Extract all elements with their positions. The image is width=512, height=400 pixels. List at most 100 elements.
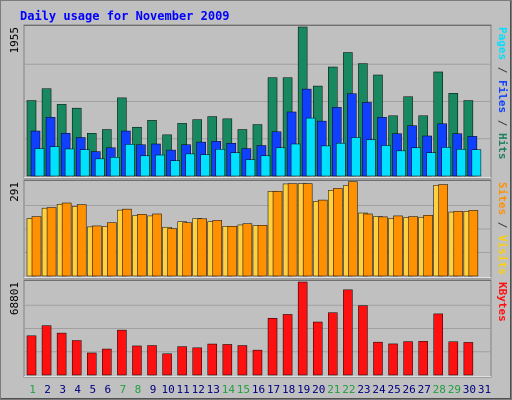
bar-pages (125, 144, 135, 177)
bar-sites (242, 223, 253, 277)
bar-pages (230, 152, 241, 177)
bar-sites (167, 228, 177, 277)
x-tick-label: 14 (222, 383, 236, 396)
bar-pages (456, 149, 467, 177)
bar-kbytes (448, 341, 459, 376)
y-max-label: 291 (8, 182, 21, 202)
bar-kbytes (312, 321, 323, 376)
x-tick-label: 28 (433, 383, 446, 396)
bar-pages (411, 147, 421, 177)
bar-kbytes (26, 335, 37, 376)
legend-part: Pages (496, 27, 509, 60)
x-tick-label: 2 (44, 383, 51, 396)
x-tick-label: 19 (297, 383, 310, 396)
x-tick-label: 7 (120, 383, 127, 396)
x-tick-label: 3 (59, 383, 66, 396)
bar-sites (363, 213, 373, 277)
bar-kbytes (267, 317, 278, 376)
legend-part: Hits (496, 133, 509, 160)
x-tick-label: 27 (418, 383, 431, 396)
bar-kbytes (297, 281, 308, 376)
bar-pages (34, 148, 45, 177)
bar-sites (408, 216, 418, 277)
bar-sites (107, 222, 117, 277)
bar-sites (468, 210, 479, 277)
bar-pages (396, 150, 406, 177)
bar-pages (170, 160, 180, 177)
bar-pages (366, 139, 376, 177)
x-tick-label: 13 (207, 383, 220, 396)
bar-pages (351, 137, 361, 177)
bar-kbytes (418, 341, 428, 376)
x-tick-label: 29 (448, 383, 461, 396)
bar-sites (423, 215, 433, 277)
bar-pages (200, 154, 210, 177)
bar-kbytes (102, 348, 112, 376)
x-tick-label: 23 (357, 383, 370, 396)
bar-sites (182, 222, 192, 277)
bar-sites (257, 225, 268, 277)
bar-kbytes (162, 353, 172, 376)
legend-part: Sites (496, 182, 509, 215)
bar-kbytes (192, 347, 202, 376)
bar-pages (245, 159, 256, 177)
bar-sites (137, 214, 147, 277)
bar-kbytes (358, 305, 368, 376)
legend-part: / (496, 113, 509, 133)
bar-pages (95, 158, 105, 177)
x-tick-label: 12 (192, 383, 205, 396)
bar-kbytes (71, 340, 82, 376)
bar-sites (453, 211, 464, 277)
bar-sites (317, 199, 328, 277)
x-tick-label: 11 (177, 383, 190, 396)
bar-sites (61, 202, 72, 277)
x-tick-label: 6 (105, 383, 112, 396)
bar-sites (302, 183, 313, 277)
x-tick-label: 10 (161, 383, 174, 396)
bar-sites (197, 218, 207, 277)
bar-pages (79, 149, 90, 177)
bar-sites (378, 216, 388, 277)
x-tick-label: 26 (403, 383, 416, 396)
series-legend-label: Sites / Visits (496, 182, 509, 275)
bar-kbytes (56, 332, 67, 376)
bar-sites (31, 216, 42, 277)
x-tick-label: 8 (135, 383, 142, 396)
visits-panel: 291 Sites / Visits (8, 179, 509, 279)
bar-kbytes (433, 313, 443, 376)
bar-pages (305, 117, 316, 177)
bar-pages (290, 143, 301, 177)
legend-part: Files (496, 80, 509, 113)
bar-sites (348, 181, 358, 277)
bar-pages (155, 154, 165, 177)
bar-sites (46, 207, 57, 277)
bar-kbytes (237, 345, 248, 376)
bar-pages (49, 146, 60, 177)
bar-sites (272, 191, 283, 277)
bar-kbytes (117, 329, 127, 376)
bar-kbytes (463, 342, 474, 376)
x-tick-label: 5 (89, 383, 96, 396)
x-tick-label: 4 (74, 383, 81, 396)
legend-part: / (496, 215, 509, 235)
bar-pages (320, 145, 331, 177)
bar-kbytes (328, 312, 338, 376)
x-axis-labels: 1 2 3 4 5 6 7 8 9 10 11 12 13 14 15 16 17 18 19 20 21 22 23 24 2… (29, 383, 491, 396)
bar-pages (426, 152, 436, 177)
bar-sites (287, 183, 298, 277)
x-tick-label: 30 (463, 383, 476, 396)
bar-sites (212, 220, 223, 277)
bar-sites (393, 215, 403, 277)
bar-kbytes (252, 349, 263, 376)
bar-pages (185, 153, 195, 177)
bar-kbytes (222, 344, 233, 376)
x-tick-label: 16 (252, 383, 265, 396)
bar-kbytes (403, 341, 413, 376)
bar-kbytes (343, 289, 353, 376)
bar-sites (92, 225, 102, 277)
kbytes-panel: 68801 KBytes (8, 279, 509, 378)
bar-kbytes (147, 345, 157, 376)
x-tick-label: 15 (237, 383, 250, 396)
bar-kbytes (373, 341, 383, 376)
